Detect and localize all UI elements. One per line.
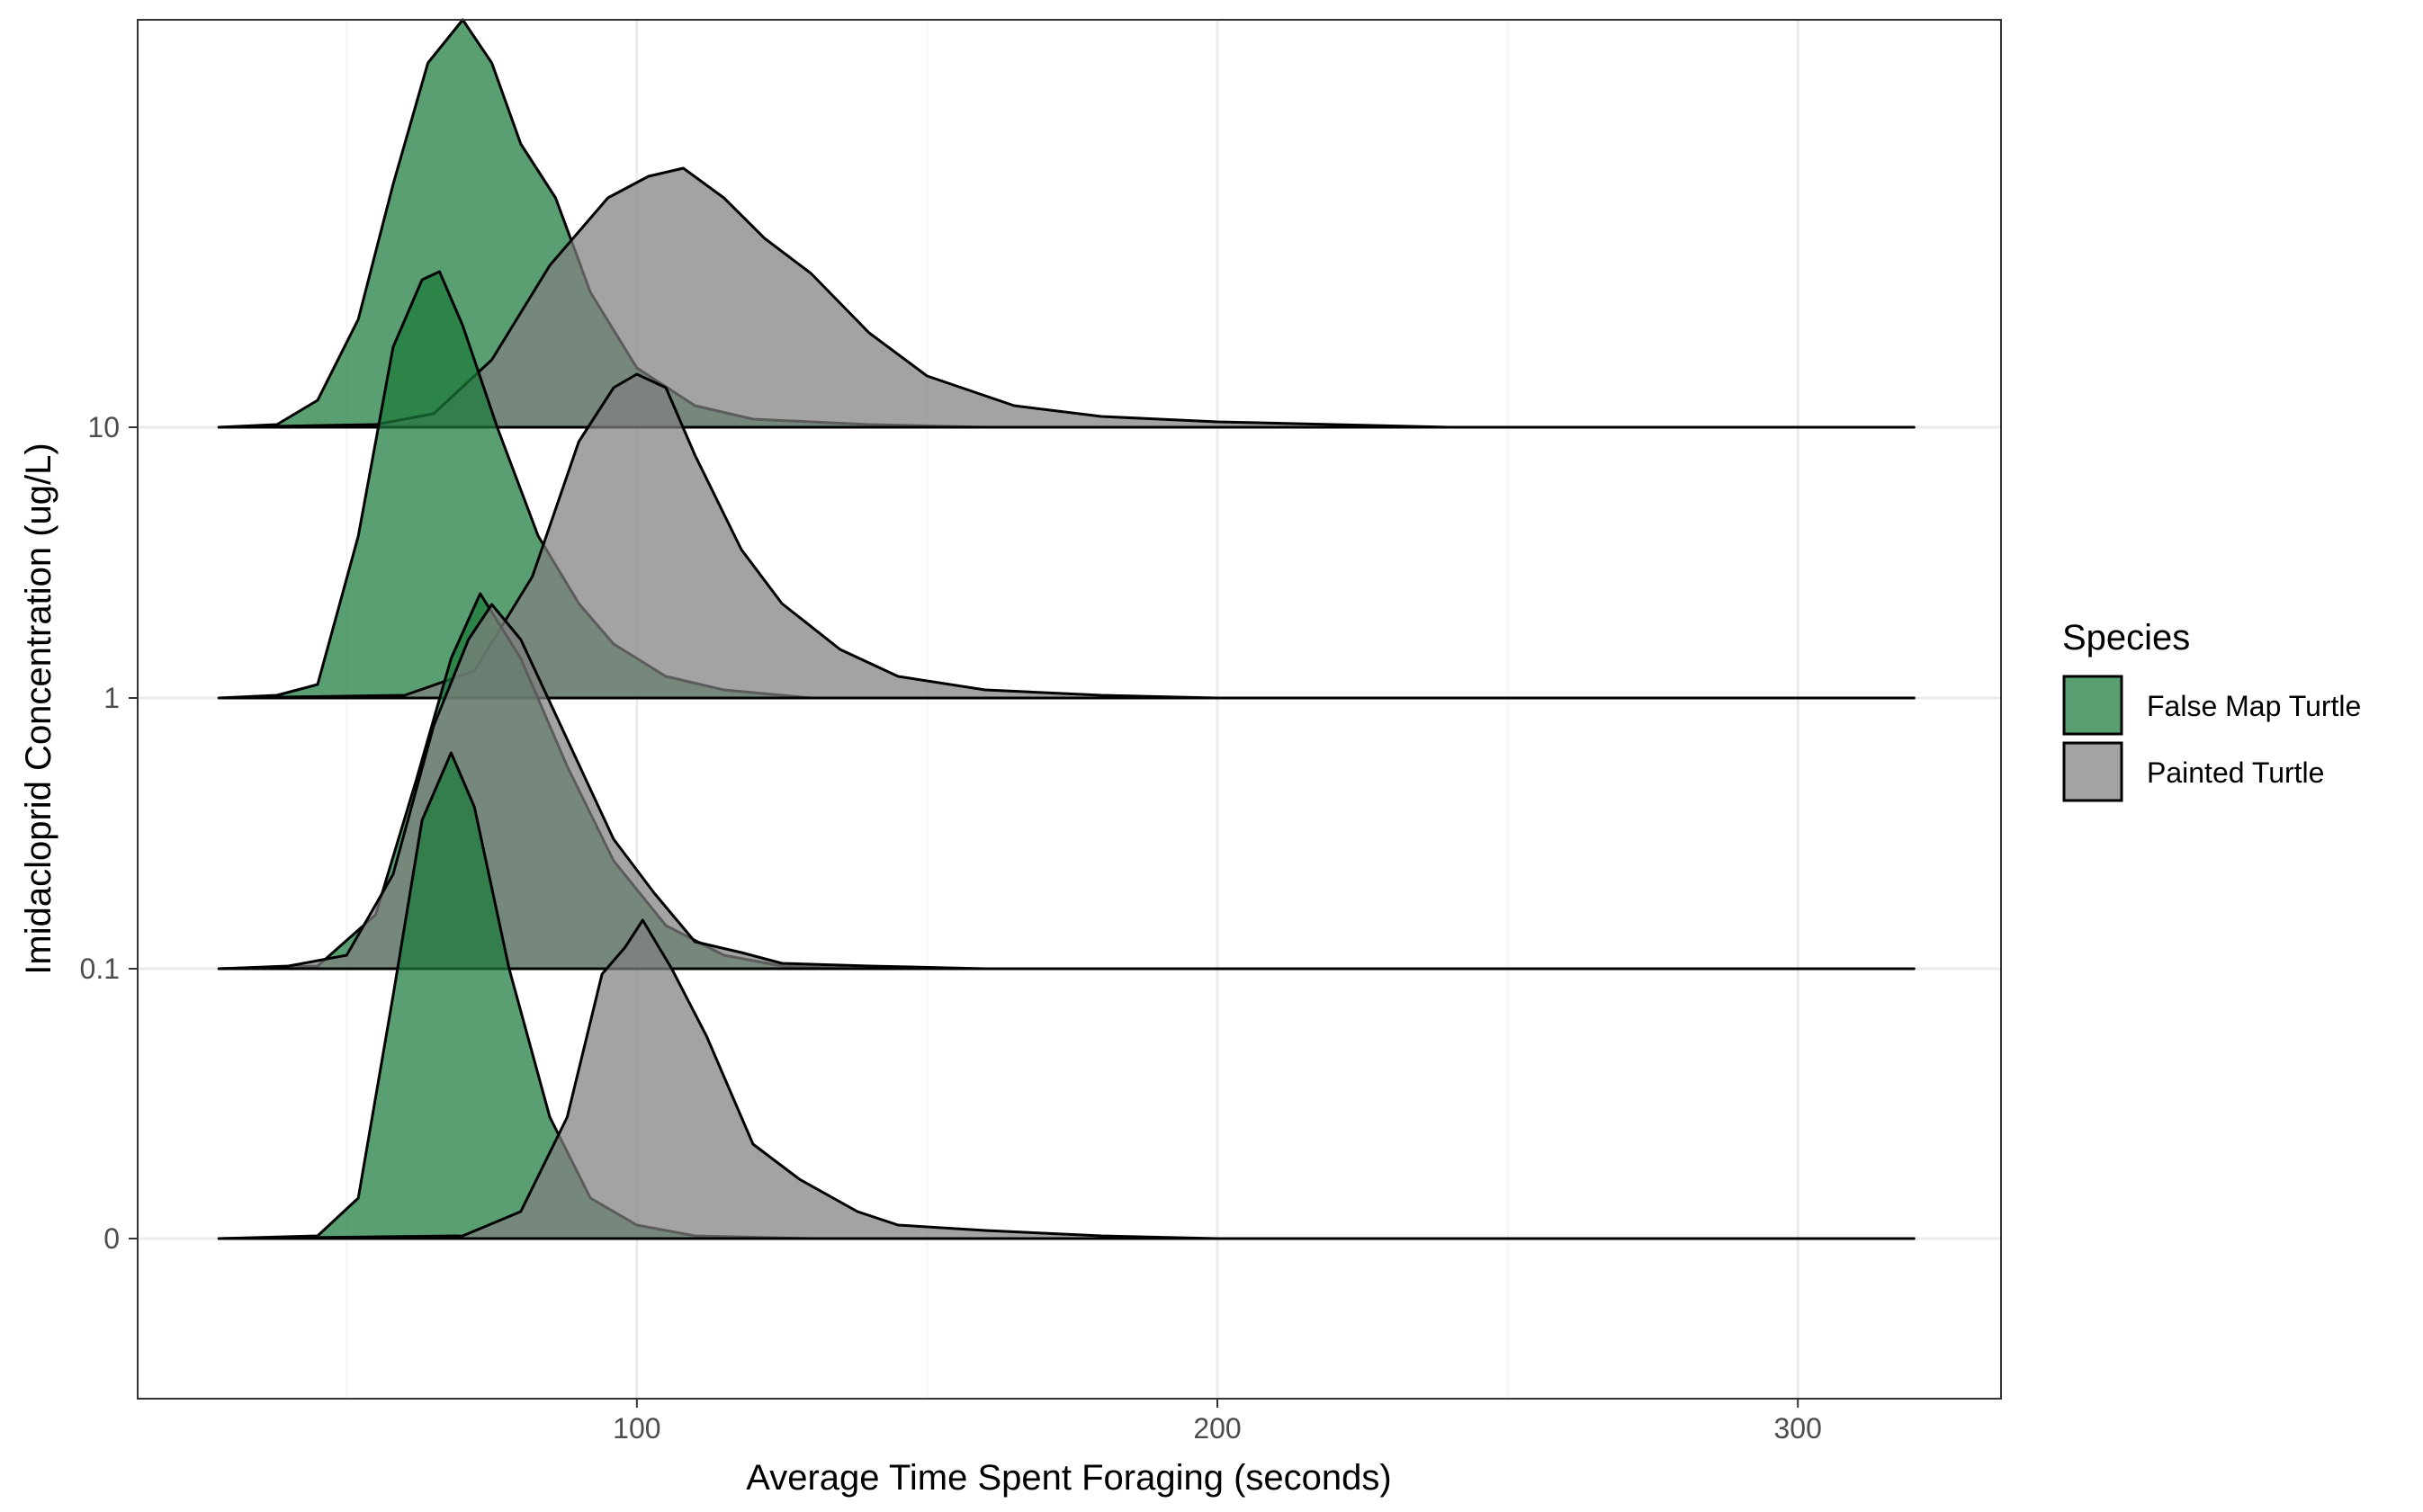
y-tick-label: 0 xyxy=(103,1222,120,1255)
x-axis: 100 200 300 xyxy=(613,1399,1822,1445)
x-tick-label: 200 xyxy=(1193,1412,1241,1445)
density-ridges xyxy=(217,18,1916,1240)
legend-label: Painted Turtle xyxy=(2147,756,2324,789)
ridge-false-map-turtle-0 xyxy=(217,751,1916,1240)
x-tick-label: 300 xyxy=(1773,1412,1821,1445)
y-tick-label: 0.1 xyxy=(80,953,120,985)
ridge-painted-turtle-0-1 xyxy=(217,603,1916,971)
y-axis-title: Imidacloprid Concentration (ug/L) xyxy=(19,443,58,974)
legend: Species False Map Turtle Painted Turtle xyxy=(2062,618,2361,802)
y-tick-label: 1 xyxy=(103,682,120,714)
y-tick-label: 10 xyxy=(87,411,120,443)
ridge-painted-turtle-10 xyxy=(217,166,1916,429)
legend-key-false-map-turtle xyxy=(2062,675,2123,736)
y-axis: 0 0.1 1 10 xyxy=(80,411,138,1255)
plot-panel-border xyxy=(137,19,2002,1400)
ridge-painted-turtle-0 xyxy=(217,918,1916,1240)
x-axis-title: Average Time Spent Foraging (seconds) xyxy=(746,1458,1391,1498)
x-tick-label: 100 xyxy=(613,1412,660,1445)
legend-title: Species xyxy=(2062,618,2190,658)
legend-label: False Map Turtle xyxy=(2147,690,2361,722)
legend-key-painted-turtle xyxy=(2062,741,2123,802)
ridge-painted-turtle-1 xyxy=(217,372,1916,700)
